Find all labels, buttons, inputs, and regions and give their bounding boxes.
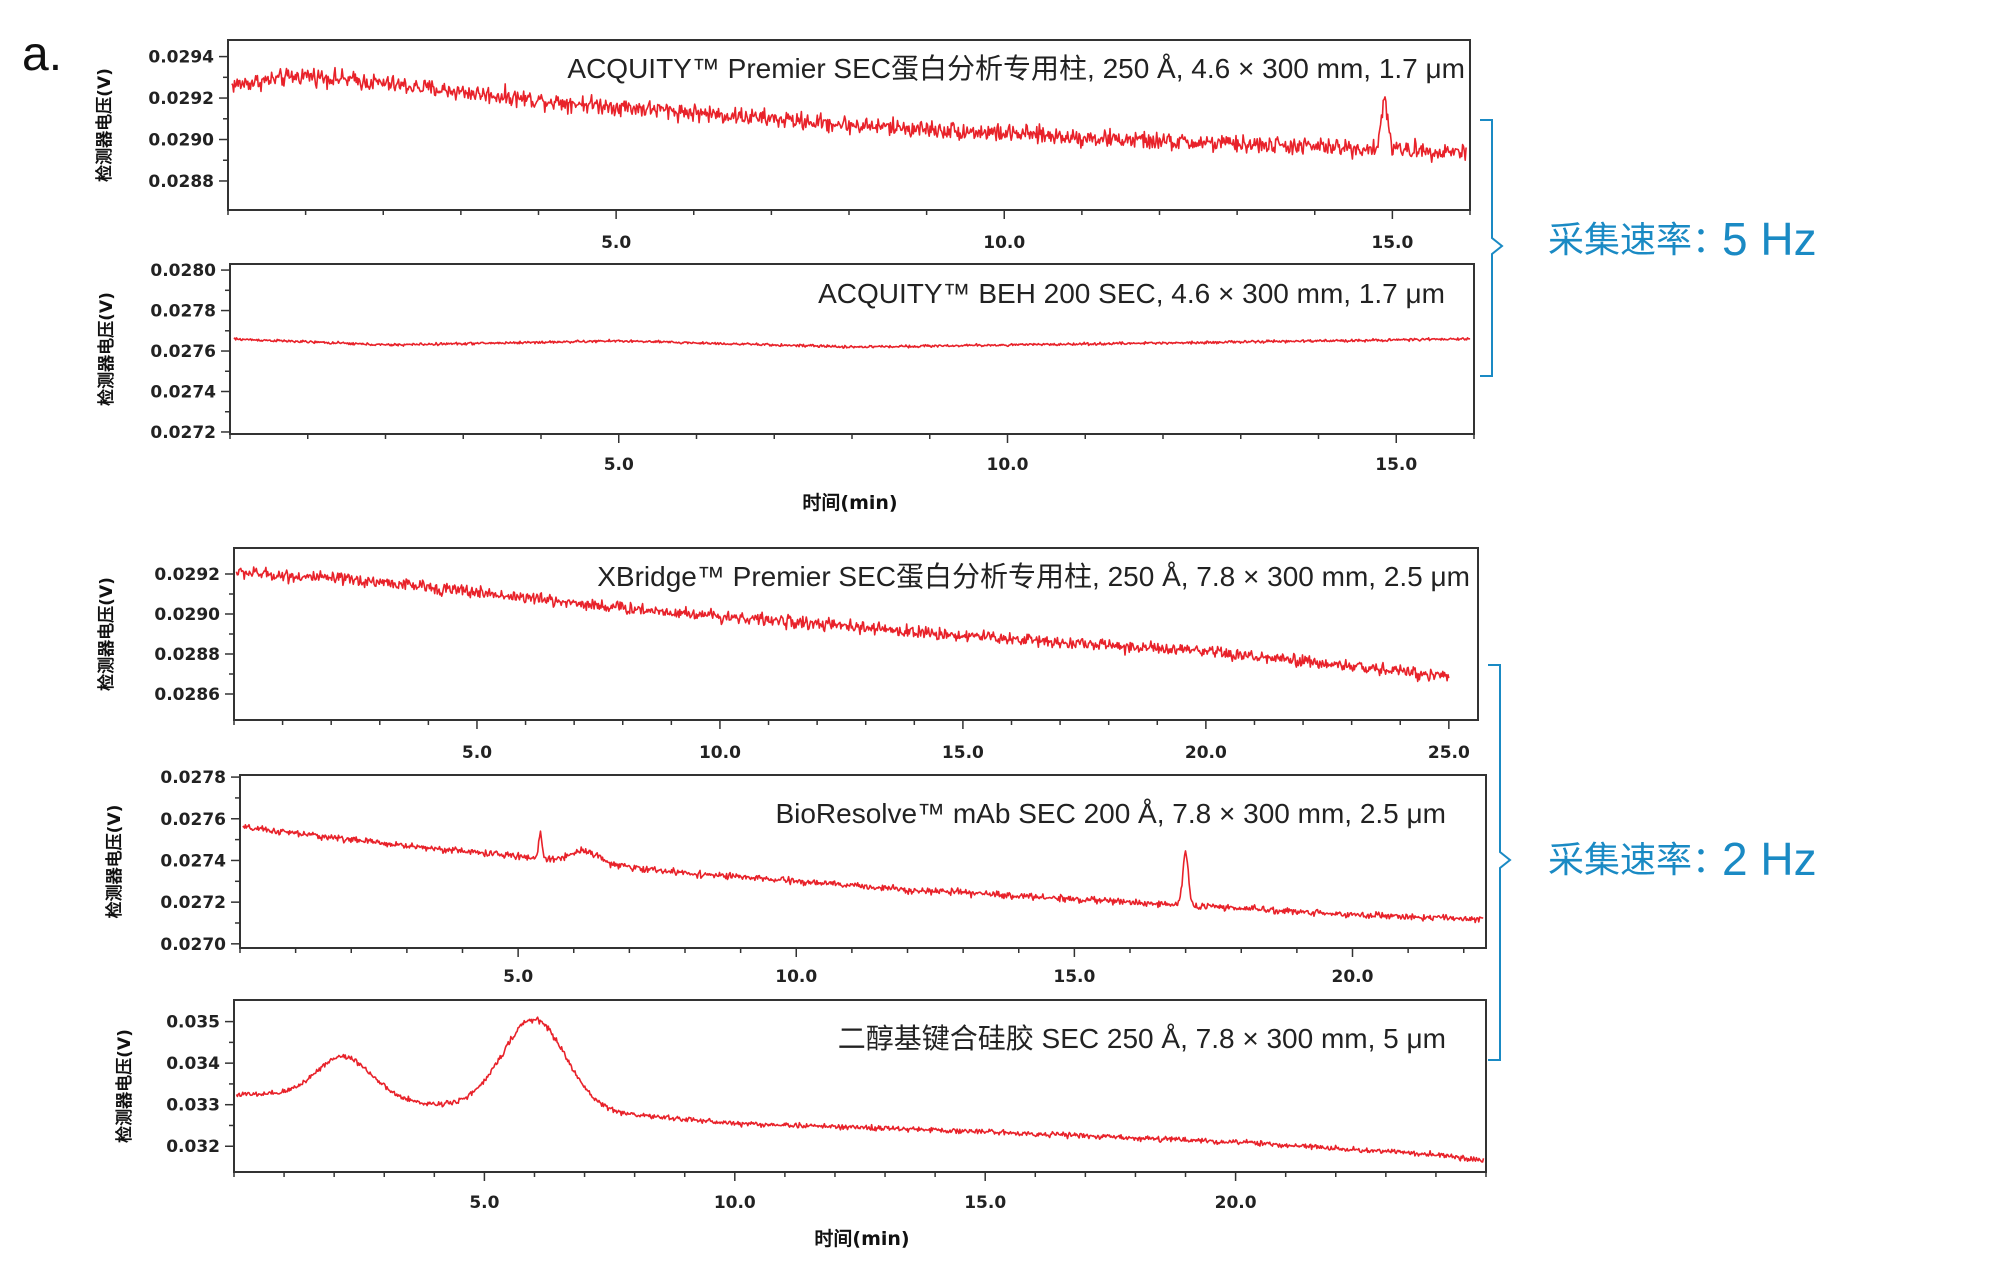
x-tick-label: 5.0 (604, 455, 634, 475)
series-trace (235, 1016, 1485, 1163)
chart-panel-3: 0.0286 0.0288 0.0290 0.0292 5.0 10.0 15.0 20.0 2… (96, 547, 1479, 763)
x-tick-label: 15.0 (1053, 967, 1095, 987)
series-trace (231, 66, 1467, 163)
panel-title: ACQUITY™ BEH 200 SEC, 4.6 × 300 mm, 1.7 … (818, 278, 1445, 309)
x-tick-label: 15.0 (1371, 233, 1413, 253)
x-tick-label: 5.0 (503, 967, 533, 987)
rate-label-5hz: 采集速率： (1548, 219, 1728, 260)
y-axis-title: 检测器电压(V) (96, 292, 117, 406)
panel-title: XBridge™ Premier SEC蛋白分析专用柱, 250 Å, 7.8 … (597, 561, 1470, 592)
y-tick-label: 0.0288 (148, 172, 214, 192)
x-tick-label: 10.0 (775, 967, 817, 987)
y-tick-label: 0.0272 (150, 423, 216, 443)
panels: 0.0288 0.0290 0.0292 0.0294 5.0 10.0 15.0 检测器电压… (94, 39, 1487, 1213)
y-tick-label: 0.0276 (150, 342, 216, 362)
x-tick-label: 20.0 (1332, 967, 1374, 987)
chart-panel-1: 0.0288 0.0290 0.0292 0.0294 5.0 10.0 15.0 检测器电压… (94, 39, 1471, 253)
panel-title: BioResolve™ mAb SEC 200 Å, 7.8 × 300 mm,… (775, 798, 1446, 829)
series-trace (233, 337, 1471, 349)
x-tick-label: 5.0 (601, 233, 631, 253)
figure-label: a. (22, 28, 62, 81)
y-tick-label: 0.0288 (154, 645, 220, 665)
y-tick-label: 0.035 (166, 1013, 220, 1033)
panel-title: 二醇基键合硅胶 SEC 250 Å, 7.8 × 300 mm, 5 μm (838, 1023, 1446, 1054)
plot-frame (233, 547, 1479, 721)
y-tick-label: 0.0274 (160, 851, 226, 871)
x-tick-label: 15.0 (1375, 455, 1417, 475)
y-tick-label: 0.0286 (154, 685, 220, 705)
x-axis-title-bottom: 时间(min) (814, 1228, 909, 1250)
x-tick-label: 10.0 (983, 233, 1025, 253)
x-tick-label: 5.0 (469, 1193, 499, 1213)
y-axis-title: 检测器电压(V) (114, 1029, 135, 1143)
x-tick-label: 5.0 (462, 743, 492, 763)
x-tick-label: 25.0 (1428, 743, 1470, 763)
y-axis-title: 检测器电压(V) (104, 805, 125, 919)
rate-label-2hz: 采集速率： (1548, 839, 1728, 880)
x-tick-label: 10.0 (699, 743, 741, 763)
chart-panel-5: 0.032 0.033 0.034 0.035 5.0 10.0 15.0 20.0 检测器电压… (114, 999, 1487, 1213)
y-axis-title: 检测器电压(V) (96, 577, 117, 691)
y-tick-label: 0.0272 (160, 893, 226, 913)
x-tick-label: 10.0 (987, 455, 1029, 475)
series-trace (235, 566, 1450, 683)
y-axis-title: 检测器电压(V) (94, 68, 115, 182)
y-tick-label: 0.0280 (150, 261, 216, 281)
x-tick-label: 15.0 (942, 743, 984, 763)
y-tick-label: 0.033 (166, 1096, 220, 1116)
plot-frame (229, 263, 1475, 435)
rate-value-2hz: 2 Hz (1722, 833, 1817, 885)
x-tick-label: 20.0 (1185, 743, 1227, 763)
y-tick-label: 0.032 (166, 1137, 220, 1157)
rate-annotation-2hz: 采集速率： 2 Hz (1488, 664, 1817, 1061)
plot-frame (239, 774, 1487, 949)
series-trace (242, 823, 1484, 924)
bracket-5hz (1480, 119, 1504, 377)
x-tick-label: 15.0 (964, 1193, 1006, 1213)
y-tick-label: 0.034 (166, 1054, 220, 1074)
x-tick-label: 10.0 (714, 1193, 756, 1213)
y-tick-label: 0.0276 (160, 810, 226, 830)
panel-title: ACQUITY™ Premier SEC蛋白分析专用柱, 250 Å, 4.6 … (567, 53, 1465, 84)
y-tick-label: 0.0294 (148, 48, 214, 68)
y-tick-label: 0.0292 (154, 565, 220, 585)
bracket-2hz (1488, 664, 1512, 1061)
chart-panel-4: 0.0270 0.0272 0.0274 0.0276 0.0278 5.0 10.0 15.… (104, 768, 1487, 987)
y-tick-label: 0.0278 (150, 302, 216, 322)
y-tick-label: 0.0278 (160, 768, 226, 788)
y-tick-label: 0.0290 (154, 605, 220, 625)
y-tick-label: 0.0270 (160, 935, 226, 955)
chart-panel-2: 0.0272 0.0274 0.0276 0.0278 0.0280 5.0 10.0 15.… (96, 261, 1475, 475)
y-tick-label: 0.0274 (150, 383, 216, 403)
y-tick-label: 0.0290 (148, 131, 214, 151)
y-tick-label: 0.0292 (148, 89, 214, 109)
x-tick-label: 20.0 (1215, 1193, 1257, 1213)
x-axis-title-top: 时间(min) (802, 492, 897, 514)
rate-annotation-5hz: 采集速率： 5 Hz (1480, 119, 1817, 377)
plot-frame (233, 999, 1487, 1173)
rate-value-5hz: 5 Hz (1722, 213, 1817, 265)
